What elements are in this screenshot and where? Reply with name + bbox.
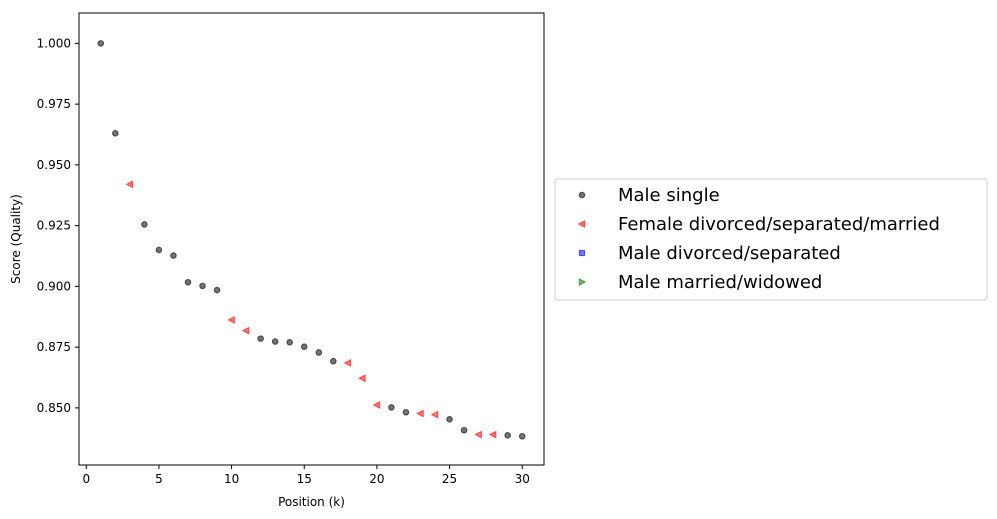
y-tick-label: 0.850 bbox=[37, 401, 71, 415]
data-point bbox=[155, 246, 163, 254]
data-point bbox=[97, 40, 105, 47]
data-point bbox=[227, 315, 235, 324]
data-point bbox=[213, 286, 221, 294]
x-tick-label: 5 bbox=[155, 472, 163, 486]
data-point bbox=[184, 278, 192, 286]
legend: Male single Female divorced/separated/mar… bbox=[554, 178, 988, 301]
y-axis-label: Score (Quality) bbox=[9, 194, 23, 284]
data-points bbox=[97, 40, 526, 440]
data-point bbox=[199, 282, 206, 290]
data-point bbox=[125, 180, 134, 189]
data-point bbox=[170, 252, 177, 259]
y-tick-label: 0.900 bbox=[37, 279, 71, 293]
legend-marker bbox=[578, 249, 586, 257]
legend-marker bbox=[578, 277, 587, 287]
data-point bbox=[315, 349, 323, 356]
y-tick-label: 0.975 bbox=[37, 97, 71, 111]
data-point bbox=[141, 221, 148, 228]
data-point bbox=[402, 408, 410, 416]
x-tick-label: 25 bbox=[442, 472, 457, 486]
data-point bbox=[112, 129, 119, 137]
data-point bbox=[358, 374, 366, 383]
x-axis-label: Position (k) bbox=[278, 495, 345, 509]
y-tick-label: 0.950 bbox=[37, 158, 71, 172]
data-point bbox=[300, 343, 308, 350]
data-point bbox=[257, 335, 264, 342]
data-point bbox=[329, 357, 337, 365]
legend-marker bbox=[577, 219, 586, 229]
y-tick-label: 1.000 bbox=[37, 36, 71, 50]
x-tick-label: 20 bbox=[369, 472, 384, 486]
x-tick-label: 15 bbox=[297, 472, 312, 486]
axes: 0 5 10 15 20 25 30 0.850 0.875 0.900 0.925 0.950 0.9… bbox=[37, 12, 545, 486]
legend-label: Male married/widowed bbox=[618, 272, 822, 293]
data-point bbox=[430, 410, 439, 419]
y-tick-label: 0.925 bbox=[37, 219, 71, 233]
data-point bbox=[518, 433, 526, 440]
data-point bbox=[372, 400, 381, 410]
y-tick-label: 0.875 bbox=[37, 340, 71, 354]
data-point bbox=[474, 430, 482, 439]
legend-marker bbox=[578, 191, 586, 199]
legend-label: Male single bbox=[618, 185, 720, 206]
data-point bbox=[241, 326, 250, 335]
data-point bbox=[271, 338, 279, 345]
x-tick-label: 10 bbox=[224, 472, 239, 486]
data-point bbox=[416, 409, 424, 418]
x-tick-label: 30 bbox=[515, 472, 530, 486]
legend-box bbox=[554, 178, 988, 301]
data-point bbox=[488, 430, 497, 439]
legend-label: Male divorced/separated bbox=[618, 243, 841, 264]
x-tick-label: 0 bbox=[82, 472, 90, 486]
data-point bbox=[504, 432, 511, 439]
plot-frame bbox=[78, 12, 545, 466]
data-point bbox=[460, 426, 468, 434]
legend-label: Female divorced/separated/married bbox=[618, 214, 940, 235]
data-point bbox=[343, 358, 352, 367]
data-point bbox=[388, 404, 395, 411]
data-point bbox=[286, 338, 294, 346]
data-point bbox=[446, 416, 453, 423]
